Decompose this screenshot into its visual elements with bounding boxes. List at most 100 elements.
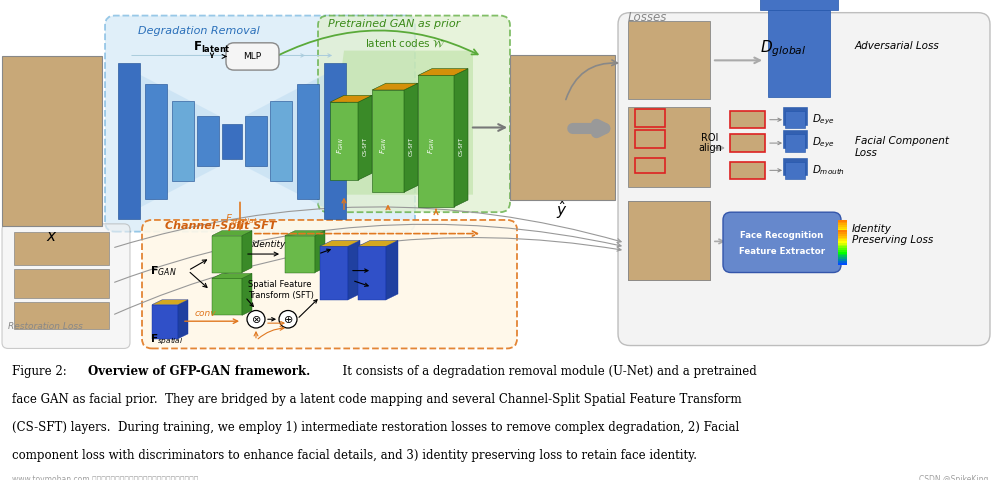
Polygon shape	[118, 63, 219, 219]
Polygon shape	[285, 231, 325, 236]
Polygon shape	[242, 231, 252, 273]
Circle shape	[247, 311, 265, 328]
Bar	[730, 134, 765, 152]
Bar	[510, 56, 615, 200]
Text: Feature Extractor: Feature Extractor	[739, 247, 825, 256]
Polygon shape	[285, 236, 315, 273]
Bar	[2, 57, 102, 226]
Text: Figure 2:: Figure 2:	[12, 365, 67, 378]
Text: Facial Component: Facial Component	[855, 136, 949, 146]
Text: CS-SFT: CS-SFT	[362, 136, 368, 156]
Bar	[838, 257, 847, 259]
Text: $\otimes$: $\otimes$	[251, 314, 261, 325]
Text: $\mathbf{F}_{GAN}$: $\mathbf{F}_{GAN}$	[150, 264, 177, 278]
Text: $F_{GAN}$: $F_{GAN}$	[427, 138, 437, 155]
Polygon shape	[418, 75, 454, 207]
Bar	[838, 259, 847, 261]
Bar	[785, 162, 805, 179]
Circle shape	[279, 311, 297, 328]
Polygon shape	[152, 300, 188, 305]
Text: Channel-Split SFT: Channel-Split SFT	[165, 221, 276, 231]
Text: $\mathbf{F}_{spatial}$: $\mathbf{F}_{spatial}$	[150, 333, 183, 348]
Bar	[760, 0, 838, 10]
Bar	[838, 241, 847, 243]
Bar	[838, 223, 847, 226]
Bar	[730, 162, 765, 179]
Bar	[785, 134, 805, 152]
Polygon shape	[348, 240, 360, 300]
Text: $D_{mouth}$: $D_{mouth}$	[812, 163, 845, 177]
Text: CS-SFT: CS-SFT	[459, 136, 464, 156]
Text: It consists of a degradation removal module (U-Net) and a pretrained: It consists of a degradation removal mod…	[335, 365, 757, 378]
FancyBboxPatch shape	[142, 220, 517, 348]
Text: Degradation Removal: Degradation Removal	[138, 26, 260, 36]
Polygon shape	[212, 236, 242, 273]
Text: identity: identity	[252, 240, 286, 249]
Bar	[838, 232, 847, 234]
Bar	[297, 84, 319, 199]
FancyBboxPatch shape	[105, 15, 415, 232]
Text: Overview of GFP-GAN framework.: Overview of GFP-GAN framework.	[88, 365, 310, 378]
Polygon shape	[358, 96, 372, 180]
Bar	[838, 221, 847, 224]
Text: $F_{spatial}$: $F_{spatial}$	[225, 212, 257, 227]
Bar	[635, 157, 665, 173]
Bar	[14, 302, 109, 329]
Text: $\mathbf{F}_\mathbf{latent}$: $\mathbf{F}_\mathbf{latent}$	[193, 40, 231, 55]
FancyBboxPatch shape	[618, 12, 990, 346]
Polygon shape	[178, 300, 188, 339]
Bar	[838, 263, 847, 265]
Polygon shape	[320, 246, 348, 300]
Text: component loss with discriminators to enhance facial details, and 3) identity pr: component loss with discriminators to en…	[12, 449, 697, 462]
Text: $D_{eye}$: $D_{eye}$	[812, 112, 835, 127]
Bar	[838, 252, 847, 254]
Bar	[628, 201, 710, 280]
Bar	[730, 111, 765, 129]
Text: conv: conv	[195, 309, 217, 318]
Polygon shape	[330, 102, 358, 180]
FancyBboxPatch shape	[226, 43, 279, 70]
Polygon shape	[152, 305, 178, 339]
Text: latent codes $\mathcal{W}$: latent codes $\mathcal{W}$	[365, 37, 445, 49]
Polygon shape	[325, 50, 473, 195]
Text: Face Recognition: Face Recognition	[740, 231, 824, 240]
Bar	[635, 109, 665, 127]
Text: Loss: Loss	[855, 148, 878, 158]
Text: Pretrained GAN as prior: Pretrained GAN as prior	[328, 19, 460, 29]
Polygon shape	[358, 240, 398, 246]
Text: CSDN @SpikeKing: CSDN @SpikeKing	[919, 475, 988, 480]
Polygon shape	[330, 96, 372, 102]
Bar	[838, 248, 847, 251]
Bar	[838, 245, 847, 247]
Text: Adversarial Loss: Adversarial Loss	[855, 41, 940, 51]
Text: MLP: MLP	[243, 52, 262, 61]
Bar	[838, 225, 847, 227]
Text: $\hat{y}$: $\hat{y}$	[556, 199, 568, 221]
Text: Spatial Feature: Spatial Feature	[248, 280, 312, 289]
Polygon shape	[372, 83, 418, 90]
Bar	[145, 84, 167, 199]
Polygon shape	[245, 63, 346, 219]
Bar	[838, 240, 847, 241]
Text: (CS-SFT) layers.  During training, we employ 1) intermediate restoration losses : (CS-SFT) layers. During training, we emp…	[12, 421, 739, 434]
Polygon shape	[372, 90, 404, 192]
FancyBboxPatch shape	[318, 15, 510, 212]
Bar	[324, 63, 346, 219]
Polygon shape	[242, 274, 252, 315]
Bar	[197, 116, 219, 167]
Bar	[838, 230, 847, 233]
Bar	[838, 250, 847, 252]
Bar	[628, 201, 710, 280]
Text: www.toymoban.com 网络图片仅供展示，非存储，如有侵权请联系删除。: www.toymoban.com 网络图片仅供展示，非存储，如有侵权请联系删除。	[12, 475, 198, 480]
FancyBboxPatch shape	[2, 224, 130, 348]
Bar	[838, 236, 847, 238]
Bar	[838, 227, 847, 229]
Bar	[768, 10, 830, 97]
Polygon shape	[315, 231, 325, 273]
Text: $\oplus$: $\oplus$	[283, 314, 293, 325]
Bar	[838, 243, 847, 245]
Bar	[838, 253, 847, 256]
Polygon shape	[212, 278, 242, 315]
Bar	[245, 116, 267, 167]
Text: ROI: ROI	[701, 133, 719, 143]
